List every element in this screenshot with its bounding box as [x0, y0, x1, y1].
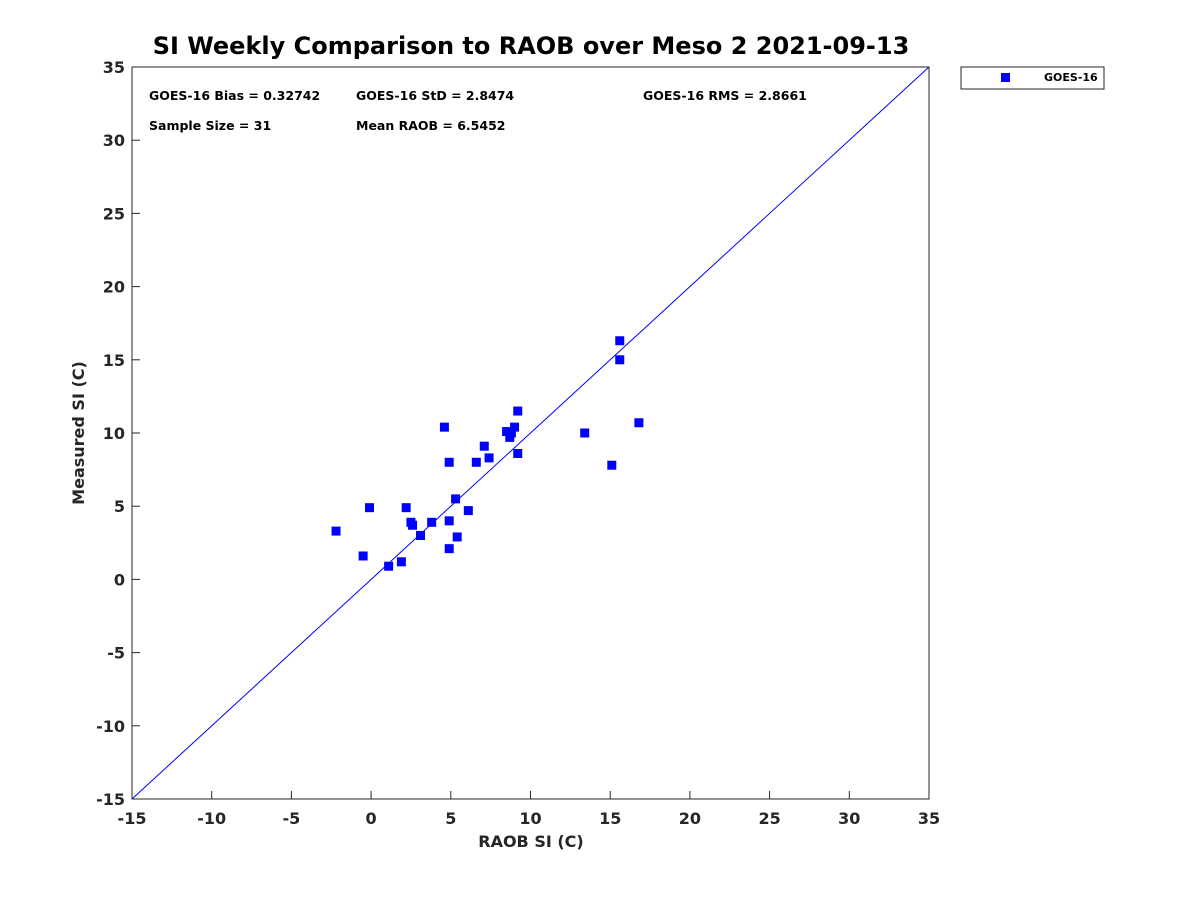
- data-point: [463, 506, 473, 516]
- stats-annotations: GOES-16 Bias = 0.32742 GOES-16 StD = 2.8…: [149, 88, 807, 133]
- data-point: [510, 422, 520, 432]
- data-point: [634, 418, 644, 428]
- data-point: [358, 551, 368, 561]
- data-point: [444, 457, 454, 467]
- data-point: [396, 557, 406, 567]
- y-tick-label: 0: [114, 570, 125, 589]
- x-tick-label: -5: [283, 809, 301, 828]
- data-point: [451, 494, 461, 504]
- chart-title: SI Weekly Comparison to RAOB over Meso 2…: [153, 32, 910, 60]
- data-point: [401, 503, 411, 513]
- data-point: [479, 441, 489, 451]
- y-axis-title: Measured SI (C): [69, 361, 88, 505]
- data-point: [408, 520, 418, 530]
- data-point: [471, 457, 481, 467]
- y-tick-label: -15: [96, 790, 125, 809]
- x-axis: -15 -10 -5 0 5 10 15 20 25 30 35: [118, 791, 940, 828]
- legend-box: [960, 66, 1105, 90]
- data-point: [439, 422, 449, 432]
- data-point: [513, 406, 523, 416]
- y-tick-label: -10: [96, 717, 125, 736]
- x-tick-label: 35: [918, 809, 940, 828]
- data-point: [331, 526, 341, 536]
- x-axis-title: RAOB SI (C): [478, 832, 583, 851]
- stat-sample-size: Sample Size = 31: [149, 118, 271, 133]
- data-point: [513, 448, 523, 458]
- y-tick-label: -5: [107, 644, 125, 663]
- x-tick-label: -15: [118, 809, 147, 828]
- y-tick-label: 25: [103, 204, 125, 223]
- data-point: [427, 517, 437, 527]
- x-tick-label: 5: [445, 809, 456, 828]
- data-point: [452, 532, 462, 542]
- legend: GOES-16: [960, 66, 1105, 90]
- x-tick-label: 15: [599, 809, 621, 828]
- stat-mean-raob: Mean RAOB = 6.5452: [356, 118, 505, 133]
- data-point: [384, 561, 394, 571]
- y-tick-label: 30: [103, 131, 125, 150]
- data-point: [444, 516, 454, 526]
- x-tick-label: 30: [838, 809, 860, 828]
- legend-marker: [1001, 73, 1010, 82]
- stat-bias: GOES-16 Bias = 0.32742: [149, 88, 320, 103]
- data-point: [484, 453, 494, 463]
- data-point: [607, 460, 617, 470]
- x-tick-label: 10: [519, 809, 541, 828]
- y-axis: -15 -10 -5 0 5 10 15 20 25 30 35: [96, 58, 140, 809]
- x-tick-label: 25: [758, 809, 780, 828]
- x-tick-label: -10: [197, 809, 226, 828]
- stat-rms: GOES-16 RMS = 2.8661: [643, 88, 807, 103]
- y-tick-label: 35: [103, 58, 125, 77]
- one-to-one-line: [131, 66, 930, 800]
- data-point: [615, 355, 625, 365]
- data-point: [615, 336, 625, 346]
- data-point: [580, 428, 590, 438]
- data-point: [506, 428, 516, 438]
- x-tick-label: 0: [366, 809, 377, 828]
- data-point: [444, 544, 454, 554]
- y-tick-label: 10: [103, 424, 125, 443]
- y-tick-label: 5: [114, 497, 125, 516]
- plot-area: [131, 66, 930, 800]
- data-point: [365, 503, 375, 513]
- data-point: [502, 427, 512, 437]
- x-tick-label: 20: [679, 809, 701, 828]
- legend-label: GOES-16: [1044, 71, 1098, 84]
- y-tick-label: 20: [103, 278, 125, 297]
- stat-std: GOES-16 StD = 2.8474: [356, 88, 514, 103]
- data-point: [416, 530, 426, 540]
- y-tick-label: 15: [103, 351, 125, 370]
